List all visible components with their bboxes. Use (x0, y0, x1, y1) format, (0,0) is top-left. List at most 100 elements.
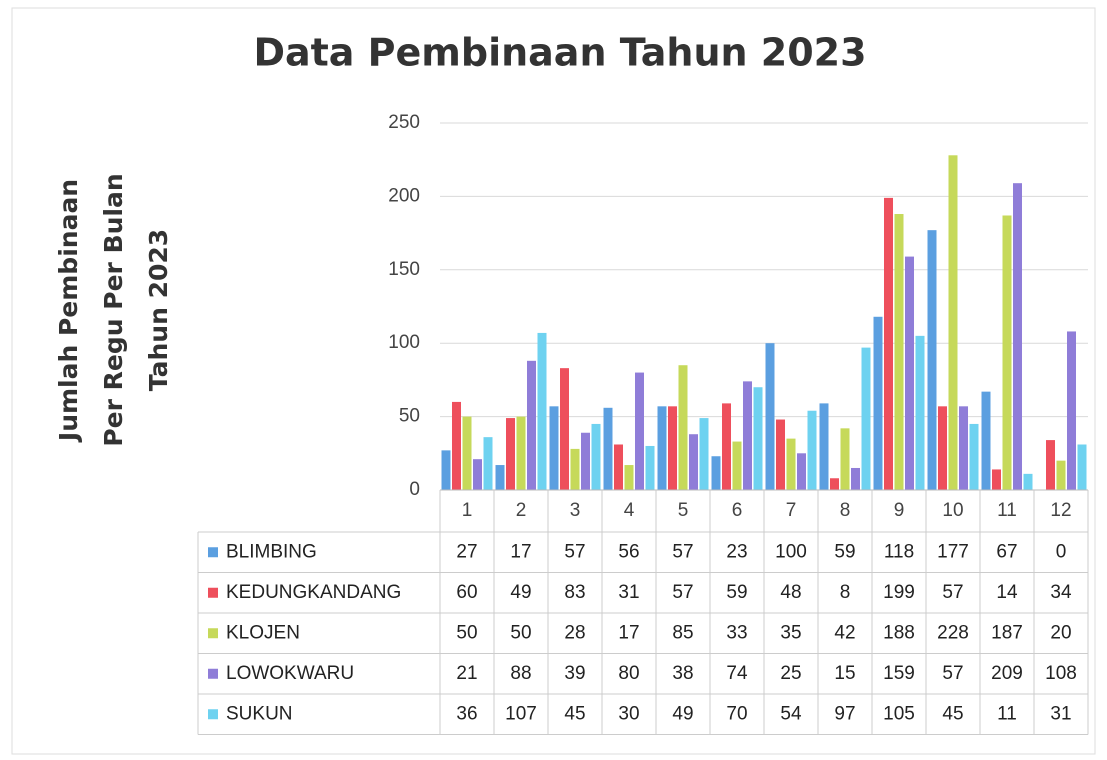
bar (948, 155, 958, 490)
bar (765, 343, 775, 490)
bar (1067, 331, 1076, 490)
bar (1046, 440, 1055, 490)
bar (452, 401, 461, 490)
x-tick-label: 1 (462, 500, 473, 521)
x-tick-label: 9 (894, 500, 905, 521)
table-cell: 83 (564, 582, 585, 603)
bar (527, 360, 536, 490)
table-cell: 21 (456, 663, 477, 684)
table-cell: 159 (883, 663, 915, 684)
table-cell: 42 (834, 622, 855, 643)
legend-label: SUKUN (226, 703, 293, 724)
bar (462, 416, 472, 490)
bar (905, 256, 914, 490)
y-axis-label: Per Regu Per Bulan (99, 173, 128, 446)
table-cell: 20 (1050, 622, 1071, 643)
y-axis-label: Jumlah Pembinaan (54, 179, 83, 443)
bar (678, 365, 688, 490)
table-cell: 74 (726, 663, 748, 684)
y-tick-label: 150 (388, 259, 420, 280)
bar (884, 197, 893, 491)
table-cell: 70 (726, 703, 747, 724)
y-axis-label: Tahun 2023 (144, 229, 173, 391)
table-cell: 177 (937, 541, 969, 562)
bar (614, 444, 623, 490)
bar (753, 387, 763, 490)
y-tick-label: 50 (399, 406, 420, 427)
table-cell: 45 (564, 703, 585, 724)
table-cell: 97 (834, 703, 855, 724)
bar (981, 391, 991, 490)
table-cell: 118 (884, 541, 914, 562)
frame (11, 7, 1096, 755)
bar (861, 347, 871, 490)
table-cell: 15 (834, 663, 855, 684)
table-cell: 38 (672, 663, 693, 684)
bar (473, 459, 482, 490)
table-cell: 34 (1050, 582, 1072, 603)
bar (840, 428, 850, 490)
table-cell: 188 (883, 622, 915, 643)
x-tick-label: 4 (624, 500, 635, 521)
table-cell: 59 (726, 582, 747, 603)
bar (537, 332, 547, 490)
x-tick-label: 2 (516, 500, 527, 521)
bar (1056, 460, 1066, 490)
table-cell: 57 (942, 663, 963, 684)
table-cell: 14 (996, 582, 1018, 603)
table-cell: 50 (510, 622, 531, 643)
table-cell: 57 (672, 541, 693, 562)
table-cell: 88 (510, 663, 531, 684)
bar (894, 214, 904, 491)
bar (938, 406, 947, 490)
table-cell: 60 (456, 582, 477, 603)
bar (495, 465, 505, 490)
x-tick-label: 7 (786, 500, 797, 521)
bar (624, 465, 634, 490)
bar (699, 418, 709, 490)
table-cell: 49 (672, 703, 693, 724)
table-cell: 17 (510, 541, 531, 562)
legend-label: KLOJEN (226, 622, 300, 643)
legend-marker (208, 709, 218, 720)
bar (1002, 215, 1012, 490)
table-cell: 57 (564, 541, 585, 562)
legend-marker (208, 547, 218, 558)
bar (603, 407, 613, 490)
legend-marker (208, 668, 218, 679)
table-cell: 57 (942, 582, 963, 603)
table-cell: 30 (618, 703, 639, 724)
table-cell: 85 (672, 622, 693, 643)
table-cell: 45 (942, 703, 963, 724)
table-cell: 59 (834, 541, 855, 562)
table-cell: 31 (618, 582, 639, 603)
bar (483, 437, 493, 490)
bar (959, 406, 968, 490)
table-cell: 80 (618, 663, 639, 684)
table-cell: 187 (991, 622, 1023, 643)
table-cell: 209 (991, 663, 1023, 684)
bar (689, 434, 698, 490)
bar (776, 419, 785, 490)
bar (711, 456, 721, 490)
bar (722, 403, 731, 490)
table-cell: 48 (780, 582, 801, 603)
table-cell: 57 (672, 582, 693, 603)
bar (635, 372, 644, 490)
x-tick-label: 8 (840, 500, 851, 521)
bar (969, 423, 979, 490)
bar (581, 432, 590, 490)
bar (851, 467, 860, 490)
table-cell: 8 (840, 582, 851, 603)
table-cell: 0 (1056, 541, 1067, 562)
chart-title: Data Pembinaan Tahun 2023 (253, 31, 866, 75)
table-cell: 35 (780, 622, 801, 643)
bar (732, 441, 742, 490)
x-tick-label: 5 (678, 500, 689, 521)
bar (992, 469, 1001, 490)
table-cell: 50 (456, 622, 477, 643)
table-cell: 33 (726, 622, 747, 643)
legend-marker (208, 587, 218, 598)
bar (819, 403, 829, 490)
table-cell: 108 (1045, 663, 1077, 684)
